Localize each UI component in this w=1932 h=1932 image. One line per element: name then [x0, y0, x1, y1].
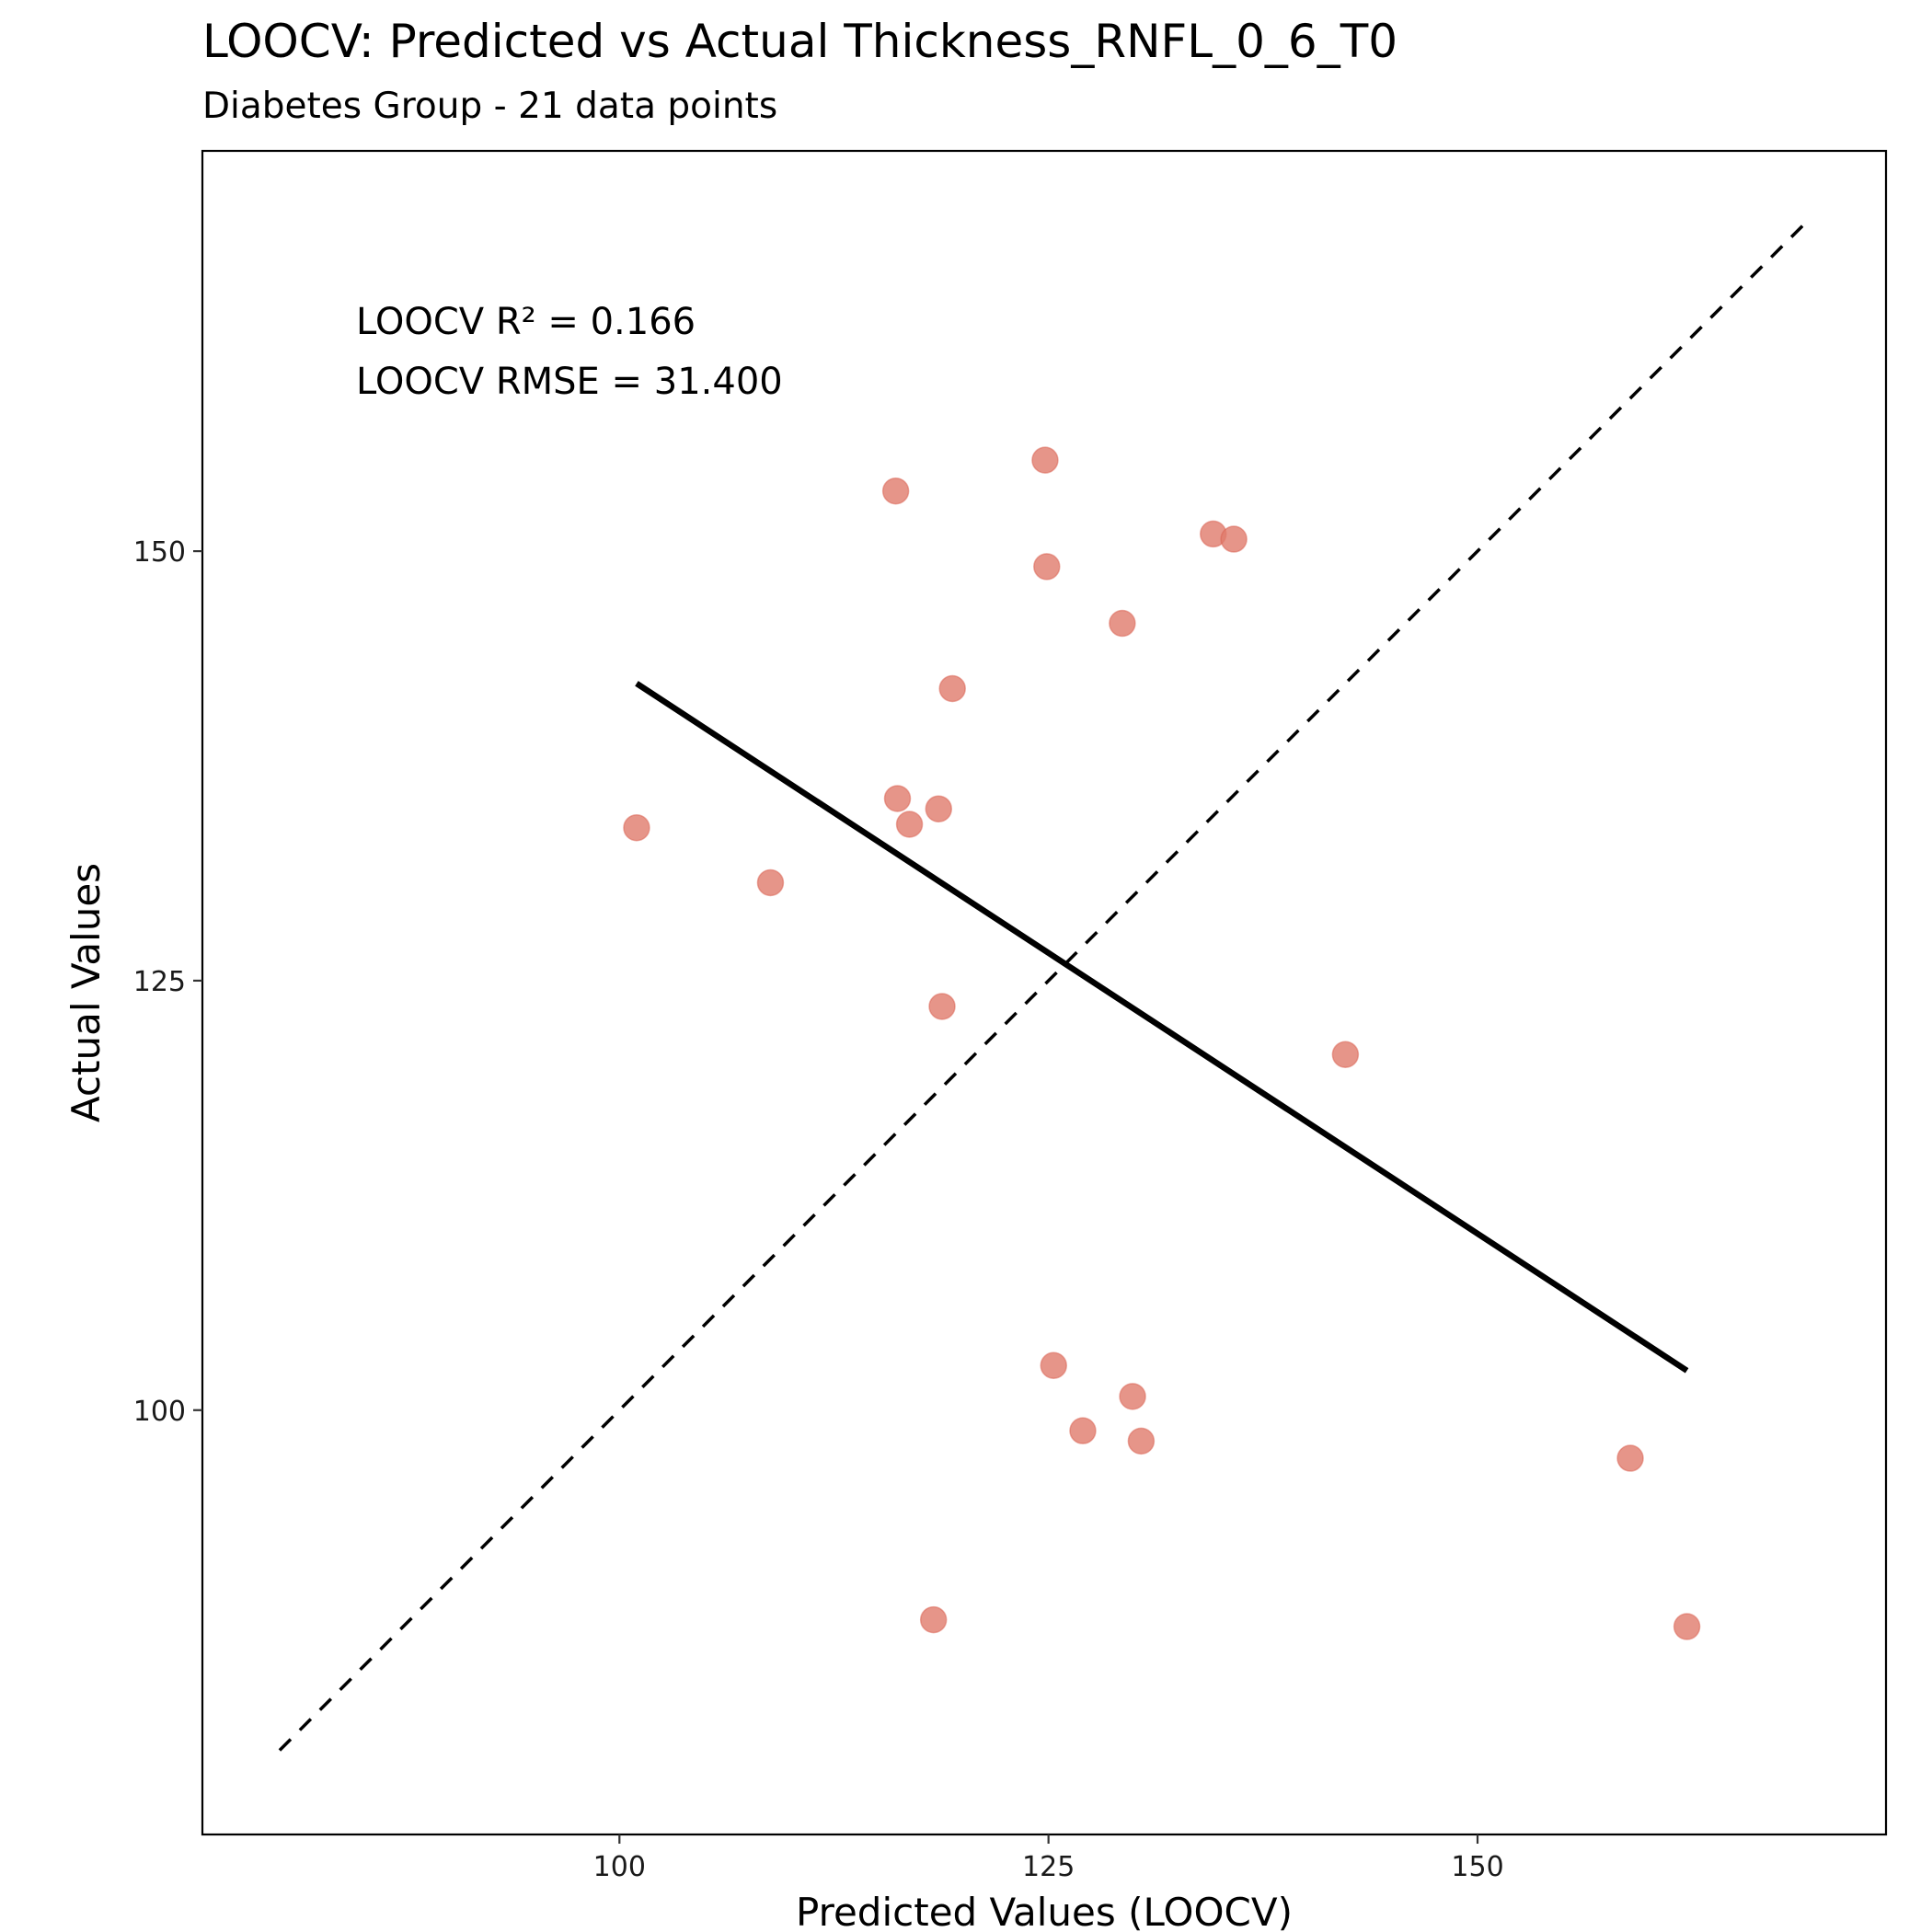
reference-lines: [278, 216, 1812, 1752]
data-point: [1069, 1417, 1097, 1444]
data-point: [919, 1605, 948, 1634]
identity-line: [278, 216, 1812, 1752]
data-point: [1127, 1427, 1156, 1455]
data-point: [1109, 609, 1136, 638]
data-point: [928, 993, 956, 1020]
data-point: [895, 811, 924, 838]
x-tick-label: 125: [1022, 1851, 1075, 1883]
chart-title: LOOCV: Predicted vs Actual Thickness_RNF…: [202, 15, 1397, 68]
x-axis-ticks: 100 125 150: [593, 1834, 1504, 1883]
data-point: [756, 868, 785, 897]
data-point: [1331, 1041, 1360, 1068]
chart-subtitle: Diabetes Group - 21 data points: [202, 86, 777, 127]
regression-line: [635, 681, 1689, 1374]
data-points: [623, 446, 1701, 1640]
x-tick-label: 150: [1451, 1851, 1503, 1883]
data-point: [1616, 1444, 1644, 1472]
data-point: [883, 785, 912, 812]
y-axis-ticks: 100 125 150: [133, 536, 202, 1428]
data-point: [1033, 553, 1061, 581]
data-point: [938, 674, 966, 703]
data-point: [1119, 1383, 1146, 1410]
data-point: [1040, 1351, 1068, 1379]
plot-panel-border: [201, 149, 1888, 1836]
y-tick-label: 125: [133, 966, 186, 998]
y-tick-label: 150: [133, 536, 186, 569]
data-point: [925, 795, 953, 822]
rmse-annotation: LOOCV RMSE = 31.400: [356, 361, 783, 403]
x-axis-label: Predicted Values (LOOCV): [796, 1890, 1293, 1932]
data-point: [1673, 1613, 1701, 1640]
r-squared-annotation: LOOCV R² = 0.166: [356, 301, 696, 343]
y-axis-label: Actual Values: [63, 863, 109, 1122]
data-point: [1031, 446, 1059, 474]
x-tick-label: 100: [593, 1851, 646, 1883]
data-point: [881, 477, 910, 505]
data-point: [1220, 525, 1248, 553]
data-point: [623, 813, 650, 842]
y-tick-label: 100: [133, 1396, 186, 1428]
